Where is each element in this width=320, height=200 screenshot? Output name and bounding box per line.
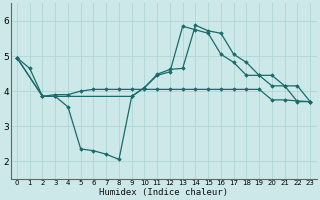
X-axis label: Humidex (Indice chaleur): Humidex (Indice chaleur) — [99, 188, 228, 197]
